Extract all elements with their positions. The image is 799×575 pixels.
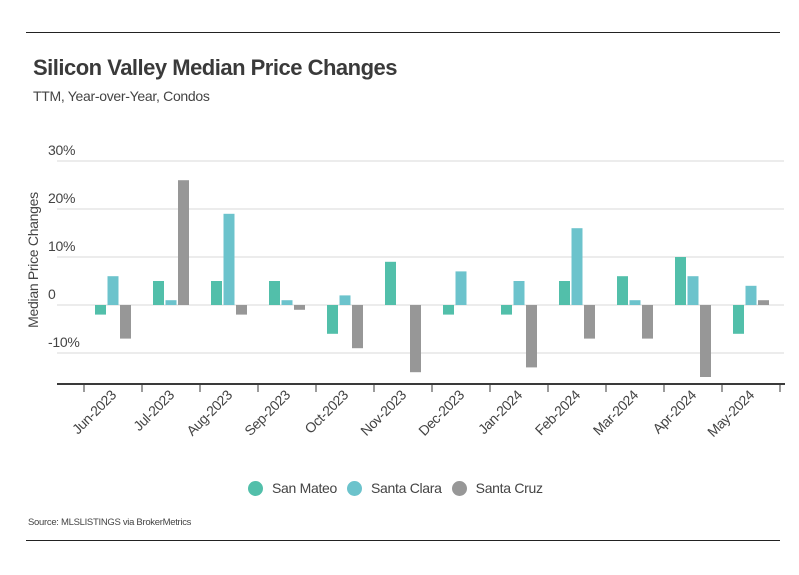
bar-san-mateo-jun-2023 [95,305,106,315]
legend-label-santa-cruz: Santa Cruz [475,480,543,496]
y-tick-label: 10% [48,238,75,254]
bar-santa-cruz-sep-2023 [294,305,305,310]
bar-santa-clara-mar-2024 [629,300,641,305]
bar-san-mateo-dec-2023 [443,305,454,315]
bar-santa-clara-apr-2024 [687,276,699,305]
bar-san-mateo-oct-2023 [327,305,338,334]
x-tick-label: Dec-2023 [415,386,467,438]
top-rule [26,32,780,33]
source-note: Source: MLSLISTINGS via BrokerMetrics [28,517,192,528]
bar-santa-cruz-feb-2024 [584,305,595,339]
bar-santa-clara-jan-2024 [513,281,525,305]
x-tick-label: Mar-2024 [590,386,642,438]
y-tick-labels: 30% 20% 10% 0 -10% [48,142,80,350]
chart-title: Silicon Valley Median Price Changes [33,55,397,80]
bar-san-mateo-mar-2024 [617,276,628,305]
bar-santa-clara-oct-2023 [339,295,351,305]
bar-san-mateo-may-2024 [733,305,744,334]
bar-san-mateo-jan-2024 [501,305,512,315]
bar-san-mateo-feb-2024 [559,281,570,305]
bar-santa-cruz-oct-2023 [352,305,363,349]
legend-swatch-santa-cruz [451,480,467,496]
chart-subtitle: TTM, Year-over-Year, Condos [33,88,210,104]
y-axis-label: Median Price Changes [25,192,41,328]
bar-santa-clara-jul-2023 [165,300,177,305]
bottom-rule [26,540,780,541]
legend-label-san-mateo: San Mateo [272,480,338,496]
x-tick-label: Apr-2024 [649,386,699,436]
legend-item-santa-cruz[interactable]: Santa Cruz [451,480,543,496]
bar-santa-clara-feb-2024 [571,228,583,305]
bar-san-mateo-aug-2023 [211,281,222,305]
y-tick-label: 0 [48,286,56,302]
bar-san-mateo-jul-2023 [153,281,164,305]
y-tick-label: 30% [48,142,75,158]
legend-item-santa-clara[interactable]: Santa Clara [347,480,442,496]
legend-label-santa-clara: Santa Clara [371,480,442,496]
bar-santa-cruz-jul-2023 [178,180,189,305]
bar-santa-cruz-nov-2023 [410,305,421,373]
bar-santa-clara-dec-2023 [455,271,467,305]
bar-santa-cruz-may-2024 [758,300,769,305]
x-axis [57,383,785,392]
x-tick-label: Feb-2024 [532,386,584,438]
y-tick-label: -10% [48,334,79,350]
x-tick-label: May-2024 [704,386,758,440]
bar-santa-cruz-jan-2024 [526,305,537,368]
bars [95,180,769,377]
bar-san-mateo-nov-2023 [385,261,396,305]
legend-item-san-mateo[interactable]: San Mateo [248,480,337,496]
legend-swatch-san-mateo [248,480,263,496]
x-tick-label: Jan-2024 [475,386,526,437]
y-tick-label: 20% [48,190,75,206]
bar-santa-cruz-aug-2023 [236,305,247,315]
bar-san-mateo-apr-2024 [675,257,686,305]
x-tick-label: Jun-2023 [69,386,120,437]
bar-santa-cruz-mar-2024 [642,305,653,339]
legend: San Mateo Santa Clara Santa Cruz [248,480,553,496]
bar-santa-cruz-jun-2023 [120,305,131,339]
x-tick-label: Nov-2023 [357,386,409,438]
bar-santa-clara-sep-2023 [281,300,293,305]
bar-santa-clara-jun-2023 [107,276,119,305]
legend-swatch-santa-clara [347,480,363,496]
bar-san-mateo-sep-2023 [269,281,280,305]
x-tick-label: Oct-2023 [301,386,351,436]
bar-santa-clara-aug-2023 [223,213,235,305]
bar-santa-cruz-apr-2024 [700,305,711,377]
x-tick-label: Jul-2023 [130,386,177,433]
x-tick-label: Aug-2023 [183,386,235,438]
x-tick-labels: Jun-2023 Jul-2023 Aug-2023 Sep-2023 Oct-2023… [69,386,758,440]
x-tick-label: Sep-2023 [241,386,293,438]
bar-santa-clara-may-2024 [745,285,757,305]
